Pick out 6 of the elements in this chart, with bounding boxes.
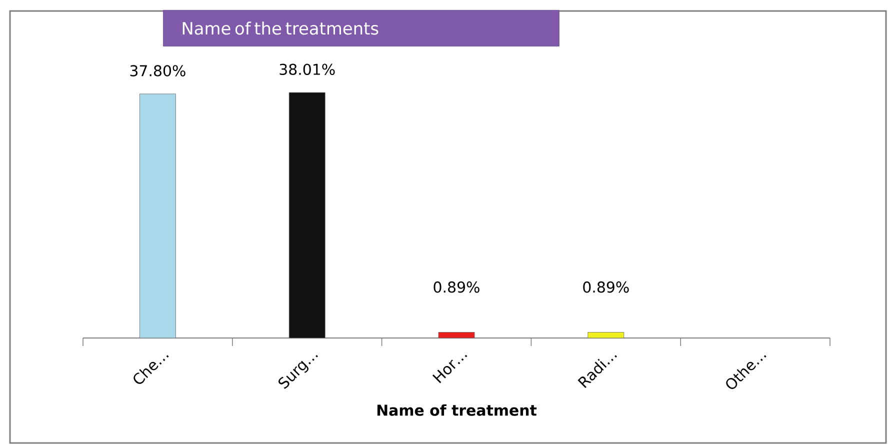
data-label: 38.01%	[280, 64, 335, 76]
data-label: 37.80%	[130, 65, 186, 76]
data-label: 0.89%	[434, 281, 480, 293]
data-label: 0.89%	[583, 281, 629, 293]
chart-title: Name of the treatments	[182, 22, 378, 35]
x-axis-title: Name of treatment	[377, 404, 537, 416]
